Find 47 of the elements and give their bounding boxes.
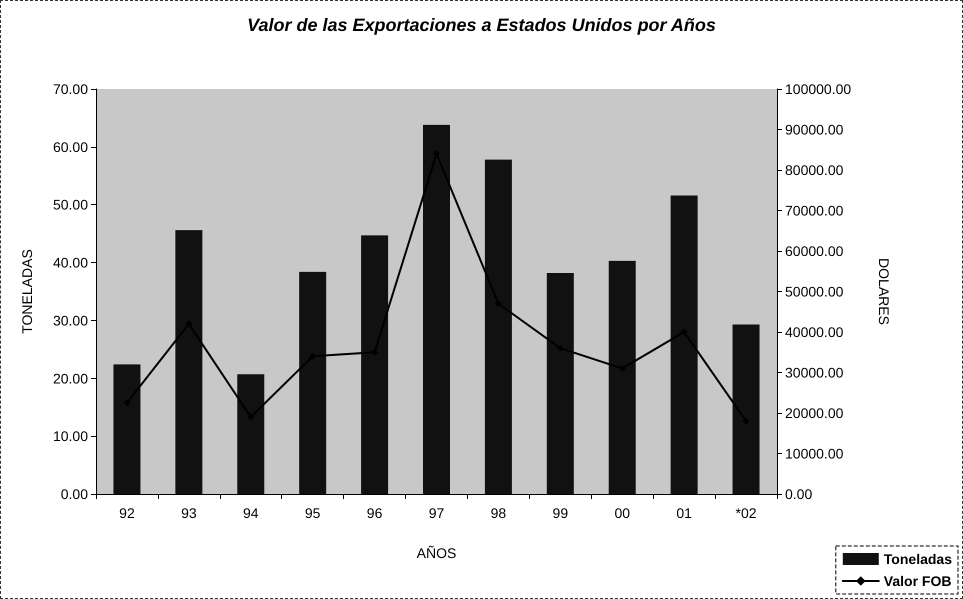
y-tick-label: 10.00 xyxy=(52,428,88,444)
bar xyxy=(546,272,574,494)
y-tick-label: 50.00 xyxy=(52,196,88,213)
x-tick-label: *02 xyxy=(736,505,757,521)
bar xyxy=(175,230,202,494)
x-tick-label: 01 xyxy=(676,505,692,521)
y2-tick-label: 70000.00 xyxy=(785,202,844,218)
y-tick-label: 60.00 xyxy=(52,138,88,155)
y2-tick-label: 10000.00 xyxy=(785,446,844,462)
y2-tick-label: 50000.00 xyxy=(785,284,844,300)
y2-tick-label: 80000.00 xyxy=(785,162,844,178)
x-tick-label: 97 xyxy=(428,505,444,521)
bar xyxy=(484,160,512,494)
y2-tick-label: 40000.00 xyxy=(785,324,844,340)
y-tick-label: 40.00 xyxy=(52,254,88,271)
x-axis-title: AÑOS xyxy=(416,545,456,561)
bar xyxy=(423,124,450,494)
y2-tick-label: 20000.00 xyxy=(785,405,844,421)
y2-axis-title: DOLARES xyxy=(876,258,892,325)
y2-tick-label: 30000.00 xyxy=(785,364,844,380)
bar xyxy=(608,260,636,494)
legend-label: Toneladas xyxy=(884,551,952,567)
chart-title: Valor de las Exportaciones a Estados Unidos por Años xyxy=(247,15,716,35)
bar xyxy=(237,374,264,494)
x-tick-label: 00 xyxy=(614,505,630,521)
y-tick-label: 70.00 xyxy=(52,81,88,97)
bar xyxy=(670,195,698,494)
x-tick-label: 99 xyxy=(552,505,568,521)
y2-tick-label: 100000.00 xyxy=(785,81,852,97)
bar xyxy=(299,272,326,494)
x-tick-label: 95 xyxy=(304,505,321,521)
x-tick-label: 94 xyxy=(242,505,259,521)
x-tick-label: 96 xyxy=(366,505,383,521)
x-tick-label: 92 xyxy=(119,505,135,521)
x-tick-label: 93 xyxy=(181,505,197,521)
bar xyxy=(732,324,760,494)
bar xyxy=(113,364,140,494)
x-tick-label: 98 xyxy=(490,505,506,521)
y2-tick-label: 60000.00 xyxy=(785,243,844,259)
y2-tick-label: 90000.00 xyxy=(785,122,844,138)
y-tick-label: 0.00 xyxy=(60,486,88,502)
y-axis-title: TONELADAS xyxy=(19,249,35,334)
legend-label: Valor FOB xyxy=(884,573,952,589)
y2-tick-label: 0.00 xyxy=(785,486,812,502)
y-tick-label: 30.00 xyxy=(52,312,88,328)
bar xyxy=(361,235,388,494)
y-tick-label: 20.00 xyxy=(52,370,88,386)
